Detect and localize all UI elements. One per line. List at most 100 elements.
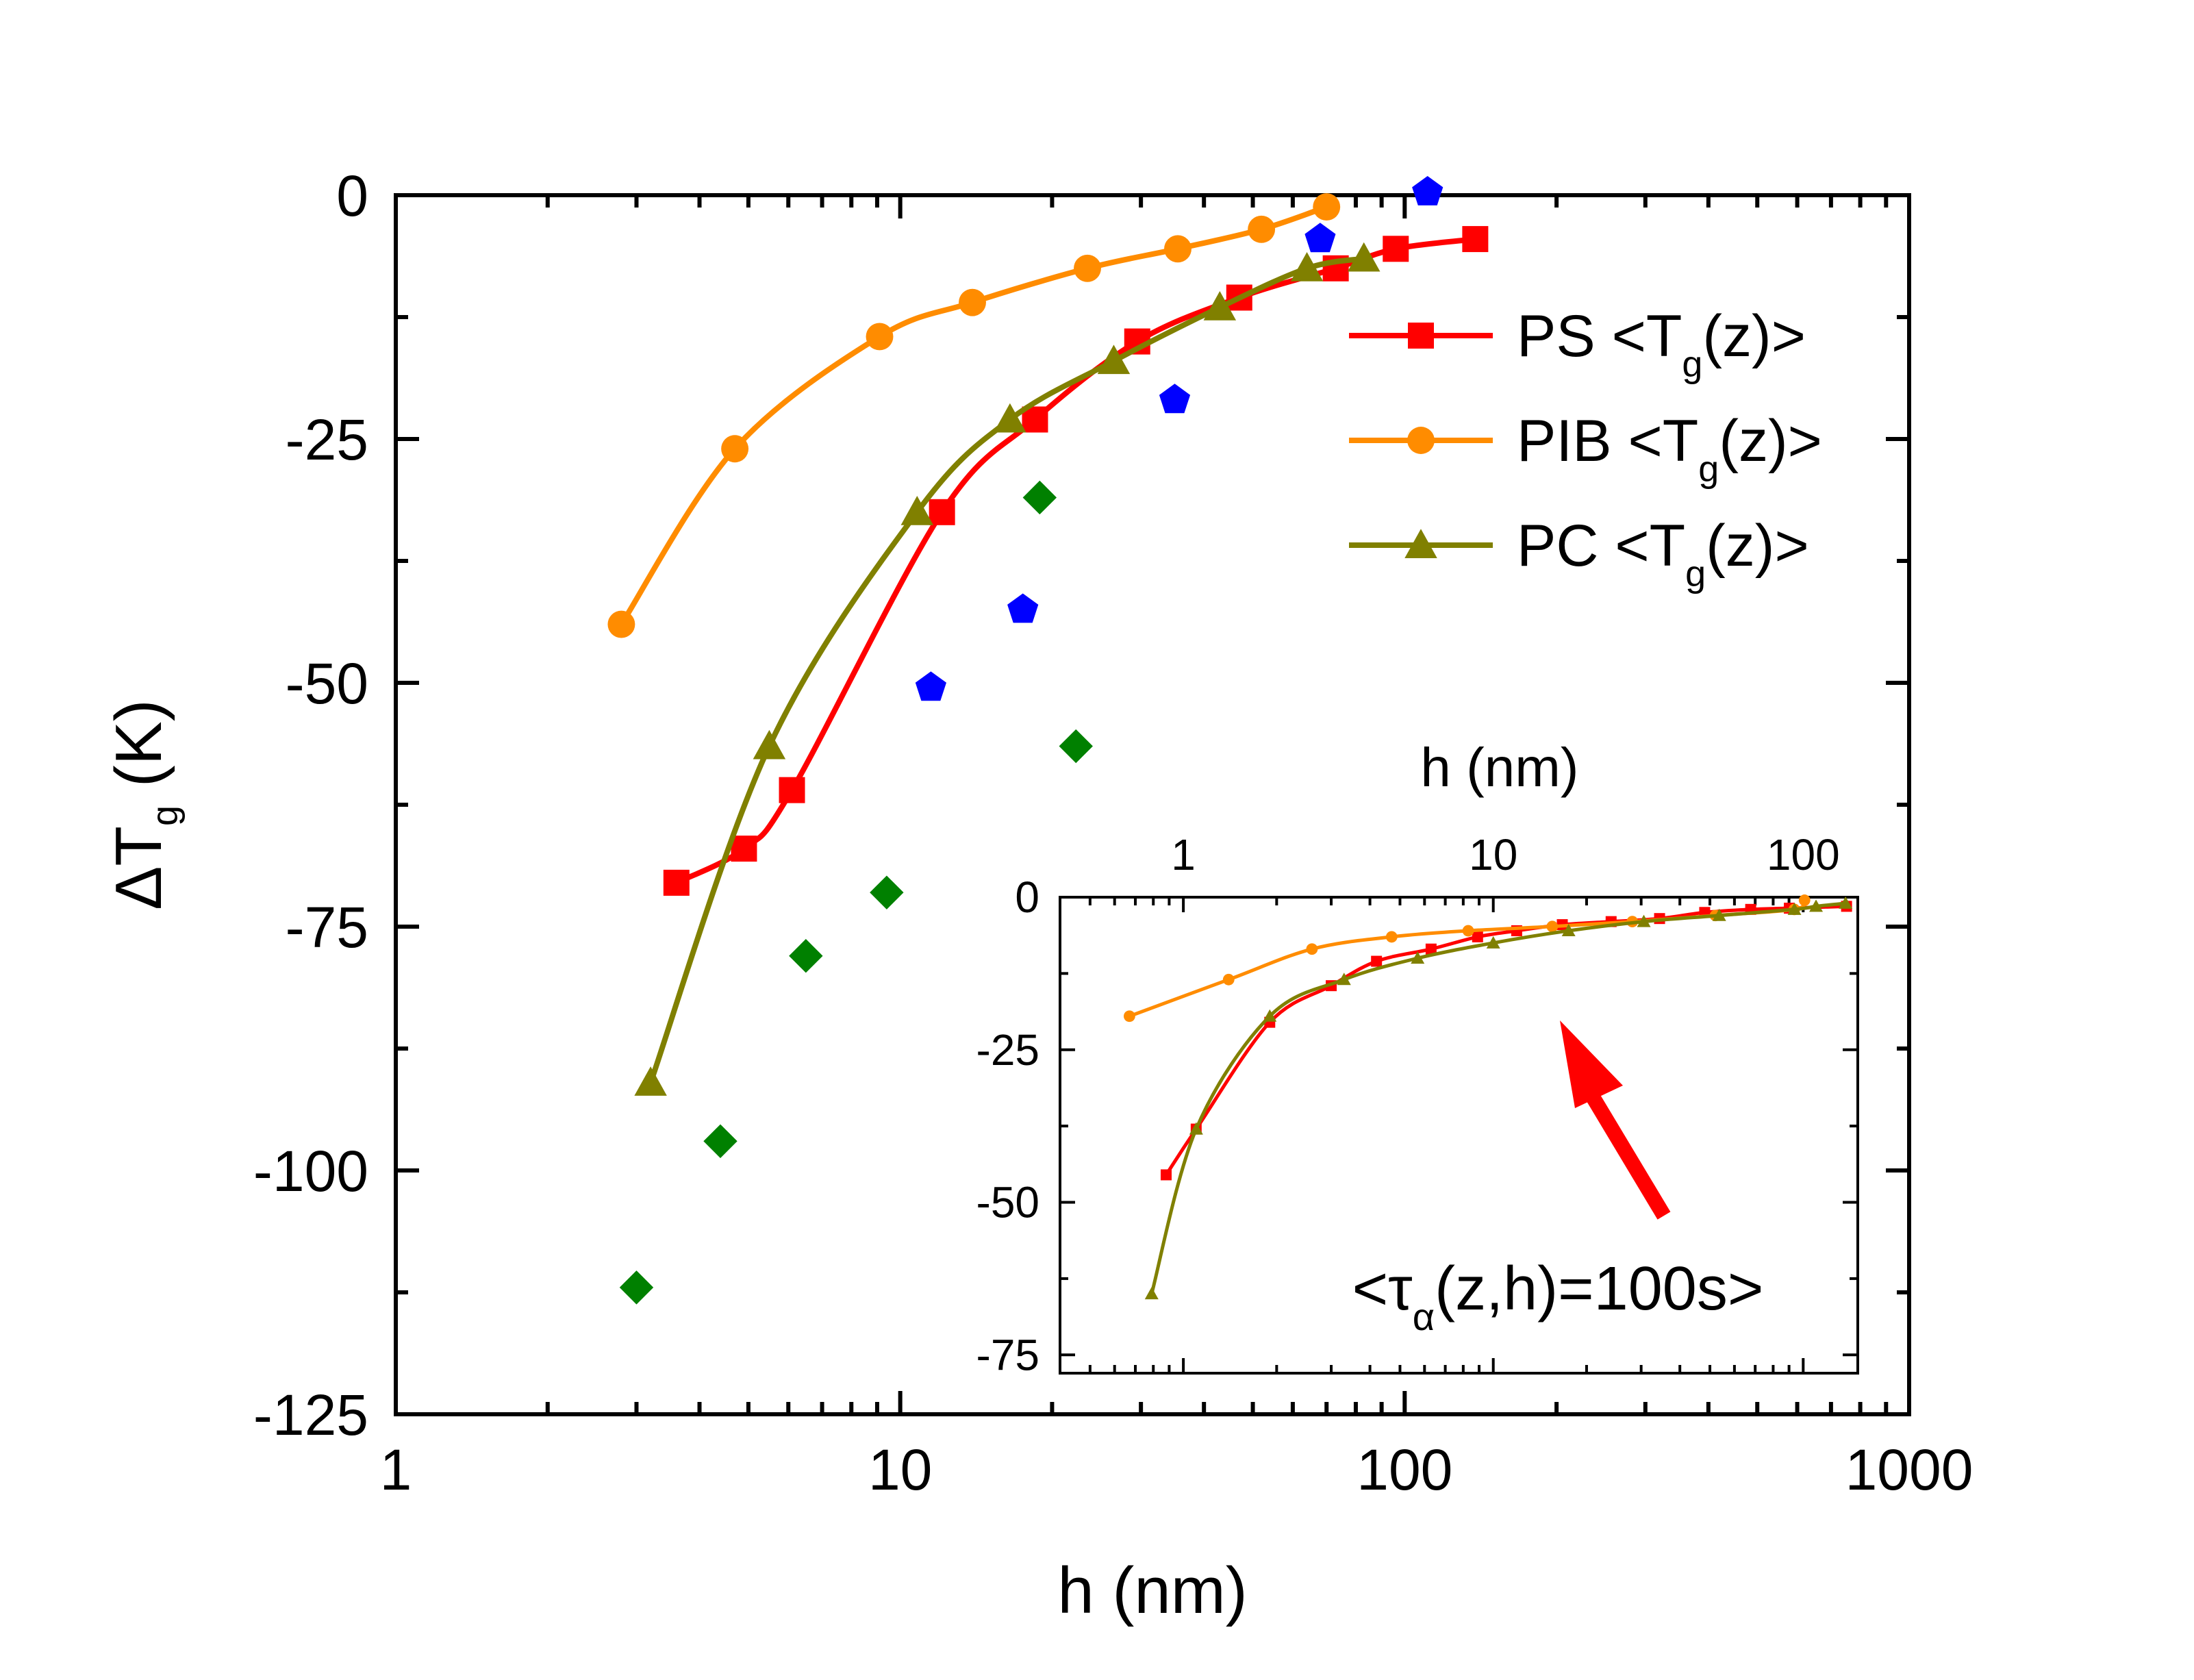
series-pc: [1144, 896, 1853, 1300]
annotation: <τα(z,h)=100s>: [1352, 1020, 1764, 1338]
data-point-square: [1425, 943, 1437, 955]
legend-item: PC <Tg(z)>: [1349, 513, 1809, 594]
legend-label: PIB <Tg(z)>: [1517, 408, 1822, 490]
data-point-triangle: [634, 1066, 667, 1096]
data-point-circle: [1798, 894, 1811, 906]
data-point-circle: [1313, 193, 1341, 221]
y-tick-label: -100: [253, 1139, 368, 1203]
legend-label: PS <Tg(z)>: [1517, 303, 1806, 385]
x-tick-label: 1: [380, 1438, 412, 1502]
x-tick-label: 10: [1469, 830, 1517, 879]
x-tick-label: 10: [868, 1438, 932, 1502]
legend-item: PIB <Tg(z)>: [1349, 408, 1822, 490]
data-point-square: [779, 777, 805, 803]
data-point-circle: [1462, 925, 1474, 937]
data-point-diamond: [870, 875, 904, 910]
data-point-square: [1383, 236, 1409, 262]
data-point-diamond: [1059, 729, 1093, 764]
x-tick-label: 1: [1171, 830, 1196, 879]
data-point-triangle: [1411, 951, 1425, 964]
series-pc: [634, 242, 1380, 1096]
y-tick-label: -75: [976, 1330, 1040, 1379]
data-point-triangle: [1189, 1122, 1203, 1135]
main-x-axis-label: h (nm): [1057, 1554, 1247, 1627]
y-label-subscript: g: [144, 805, 186, 826]
y-label-unit: (K): [102, 699, 175, 805]
series-pib: [607, 193, 1341, 638]
inset-x-axis-label: h (nm): [1420, 737, 1578, 798]
data-point-circle: [1222, 973, 1235, 986]
data-point-square: [1371, 955, 1383, 967]
data-point-triangle: [1203, 291, 1237, 321]
data-point-triangle: [1561, 924, 1576, 937]
y-tick-label: -75: [286, 895, 368, 960]
data-point-square: [663, 869, 690, 896]
y-tick-label: -125: [253, 1383, 368, 1447]
legend: PS <Tg(z)> PIB <Tg(z)> PC <Tg(z)>: [1349, 303, 1822, 594]
y-tick-label: 0: [1015, 873, 1039, 922]
data-point-square: [1472, 931, 1483, 942]
annotation-tau: <τ: [1352, 1255, 1413, 1323]
data-point-circle: [1074, 254, 1101, 282]
data-point-circle: [721, 435, 749, 463]
data-point-circle: [1546, 920, 1559, 933]
data-point-square: [731, 836, 757, 862]
data-point-triangle: [1337, 973, 1351, 986]
y-tick-label: -50: [976, 1178, 1040, 1227]
data-point-circle: [1306, 943, 1318, 955]
annotation-subscript: α: [1413, 1295, 1435, 1338]
data-point-pentagon: [1159, 384, 1191, 414]
data-point-triangle: [1787, 902, 1802, 915]
main-series-group: [607, 176, 1489, 1305]
data-point-triangle: [1263, 1009, 1277, 1022]
y-tick-label: 0: [336, 164, 368, 228]
data-point-triangle: [1097, 344, 1131, 375]
data-point-pentagon: [1304, 223, 1336, 253]
series-green: [619, 480, 1093, 1305]
inset-plot-frame: [1059, 896, 1859, 1375]
data-point-circle: [1164, 235, 1191, 263]
inset-axis-ticks: 1 10 100 0 -25 -50 -75: [976, 830, 1858, 1379]
y-label-delta-t: ΔT: [102, 826, 175, 910]
data-point-diamond: [789, 939, 823, 973]
data-point-circle: [1123, 1010, 1135, 1023]
data-point-triangle: [1290, 252, 1324, 281]
x-tick-label: 100: [1767, 830, 1840, 879]
data-point-diamond: [703, 1124, 737, 1158]
data-point-circle: [1385, 931, 1398, 943]
legend-label: PC <Tg(z)>: [1517, 513, 1809, 594]
data-point-pentagon: [1007, 593, 1039, 623]
data-point-square: [1462, 226, 1489, 253]
legend-item: PS <Tg(z)>: [1349, 303, 1806, 385]
inset-series-group: [1123, 894, 1853, 1300]
legend-marker-circle: [1407, 427, 1435, 454]
data-point-pentagon: [1412, 176, 1443, 205]
data-point-triangle: [994, 403, 1026, 433]
data-point-triangle: [900, 496, 934, 525]
annotation-arrow-shaft: [1585, 1092, 1671, 1220]
data-point-triangle: [1486, 936, 1500, 949]
x-tick-label: 1000: [1845, 1438, 1974, 1502]
data-point-triangle: [1839, 896, 1853, 909]
y-tick-label: -25: [286, 408, 368, 472]
data-point-triangle: [1637, 914, 1651, 927]
data-point-circle: [959, 288, 986, 316]
data-point-circle: [607, 610, 635, 638]
data-point-triangle: [1809, 899, 1824, 912]
data-point-triangle: [1347, 242, 1380, 272]
data-point-diamond: [619, 1270, 654, 1305]
annotation-arrowhead: [1560, 1020, 1623, 1108]
annotation-text: <τα(z,h)=100s>: [1352, 1255, 1764, 1338]
series-blue: [915, 176, 1443, 701]
data-point-pentagon: [915, 671, 946, 701]
data-point-square: [1160, 1169, 1172, 1181]
legend-marker-square: [1408, 323, 1434, 349]
data-point-square: [929, 499, 955, 525]
data-point-circle: [1248, 215, 1276, 243]
data-point-circle: [866, 323, 894, 351]
x-tick-label: 100: [1357, 1438, 1452, 1502]
annotation-rest: (z,h)=100s>: [1435, 1255, 1763, 1323]
